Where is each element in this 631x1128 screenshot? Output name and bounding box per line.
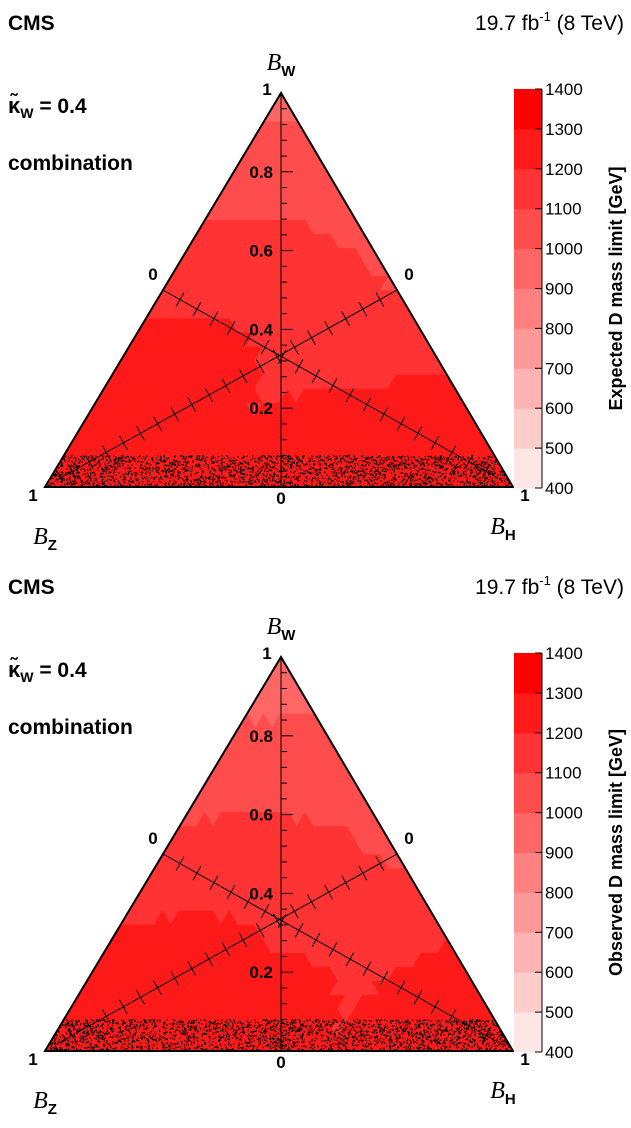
colorbar-title: Expected D mass limit [GeV] bbox=[606, 166, 626, 410]
colorbar-band bbox=[514, 408, 542, 448]
corner-label-bw: 1 bbox=[262, 644, 271, 663]
kappa-label: κ̃W = 0.4 bbox=[8, 657, 87, 685]
corner-label-bh: 1 bbox=[520, 1050, 529, 1069]
colorbar-tick-label: 1100 bbox=[545, 764, 582, 783]
colorbar-band bbox=[514, 209, 542, 249]
bw-tick-label: 0.4 bbox=[249, 320, 273, 339]
bw-tick-label: 0.2 bbox=[249, 399, 273, 418]
colorbar-title: Observed D mass limit [GeV] bbox=[606, 729, 626, 976]
colorbar-band bbox=[514, 733, 542, 773]
colorbar-band bbox=[514, 328, 542, 368]
colorbar-band bbox=[514, 892, 542, 932]
colorbar-tick-label: 600 bbox=[545, 399, 573, 418]
colorbar-band bbox=[514, 368, 542, 408]
zero-label-bh: 0 bbox=[404, 265, 413, 284]
experiment-label: CMS bbox=[8, 12, 55, 35]
corner-label-bz: 1 bbox=[28, 1050, 37, 1069]
axis-label-bw: BW bbox=[267, 614, 297, 644]
colorbar-band bbox=[514, 169, 542, 209]
colorbar-tick-label: 1200 bbox=[545, 160, 583, 179]
colorbar-tick-label: 1300 bbox=[545, 120, 583, 139]
bw-tick-label: 0.4 bbox=[249, 884, 273, 903]
experiment-label: CMS bbox=[8, 576, 55, 599]
bw-tick-label: 0.2 bbox=[249, 963, 273, 982]
axis-label-bh: BH bbox=[490, 1078, 516, 1108]
colorbar-tick-label: 1300 bbox=[545, 684, 583, 703]
colorbar-band bbox=[514, 289, 542, 329]
colorbar-tick-label: 1000 bbox=[545, 240, 583, 259]
colorbar-tick-label: 400 bbox=[545, 1043, 573, 1062]
colorbar-tick-label: 900 bbox=[545, 280, 573, 299]
zero-label-bz: 0 bbox=[148, 829, 157, 848]
bw-tick-label: 0.6 bbox=[249, 242, 273, 261]
colorbar-tick-label: 1100 bbox=[545, 200, 582, 219]
colorbar-band bbox=[514, 932, 542, 972]
colorbar-tick-label: 1200 bbox=[545, 724, 583, 743]
colorbar-tick-label: 500 bbox=[545, 1003, 573, 1022]
colorbar-tick-label: 500 bbox=[545, 439, 573, 458]
colorbar-tick-label: 1400 bbox=[545, 80, 583, 99]
colorbar-tick-label: 900 bbox=[545, 844, 573, 863]
channel-label: combination bbox=[8, 152, 133, 175]
colorbar-tick-label: 700 bbox=[545, 923, 573, 942]
colorbar-tick-label: 700 bbox=[545, 359, 573, 378]
channel-label: combination bbox=[8, 716, 133, 739]
colorbar-band bbox=[514, 853, 542, 893]
colorbar-tick-label: 600 bbox=[545, 963, 573, 982]
colorbar-band bbox=[514, 89, 542, 129]
colorbar-band bbox=[514, 813, 542, 853]
lumi-label: 19.7 fb-1 (8 TeV) bbox=[475, 573, 624, 599]
axis-label-bz: BZ bbox=[33, 1088, 57, 1118]
colorbar-band bbox=[514, 972, 542, 1012]
colorbar-band bbox=[514, 773, 542, 813]
colorbar-tick-label: 800 bbox=[545, 883, 573, 902]
corner-label-bz: 1 bbox=[28, 486, 37, 505]
colorbar: 400 500 600 700 800 900 1000 1100 1200 1300 1400 bbox=[514, 644, 583, 1062]
bw-tick-label: 0.8 bbox=[249, 727, 273, 746]
colorbar-tick-label: 400 bbox=[545, 479, 573, 498]
colorbar-tick-label: 800 bbox=[545, 319, 573, 338]
colorbar-tick-label: 1400 bbox=[545, 644, 583, 663]
bw-tick-label: 0.6 bbox=[249, 806, 273, 825]
axis-label-bz: BZ bbox=[33, 524, 57, 554]
bw-tick-label: 0.8 bbox=[249, 163, 273, 182]
corner-label-bh: 1 bbox=[520, 486, 529, 505]
colorbar-band bbox=[514, 653, 542, 693]
colorbar-tick-label: 1000 bbox=[545, 804, 583, 823]
axis-label-bw: BW bbox=[267, 50, 297, 80]
zero-label-bh: 0 bbox=[404, 829, 413, 848]
colorbar-band bbox=[514, 1012, 542, 1052]
zero-label-bz: 0 bbox=[148, 265, 157, 284]
kappa-label: κ̃W = 0.4 bbox=[8, 93, 87, 121]
colorbar-band bbox=[514, 448, 542, 488]
colorbar-band bbox=[514, 129, 542, 169]
colorbar-band bbox=[514, 249, 542, 289]
corner-label-bw: 1 bbox=[262, 80, 271, 99]
lumi-label: 19.7 fb-1 (8 TeV) bbox=[475, 9, 624, 35]
axis-label-bh: BH bbox=[490, 514, 516, 544]
zero-label-bw: 0 bbox=[276, 1053, 285, 1072]
zero-label-bw: 0 bbox=[276, 489, 285, 508]
colorbar-band bbox=[514, 693, 542, 733]
colorbar: 400 500 600 700 800 900 1000 1100 1200 1300 1400 bbox=[514, 80, 583, 498]
